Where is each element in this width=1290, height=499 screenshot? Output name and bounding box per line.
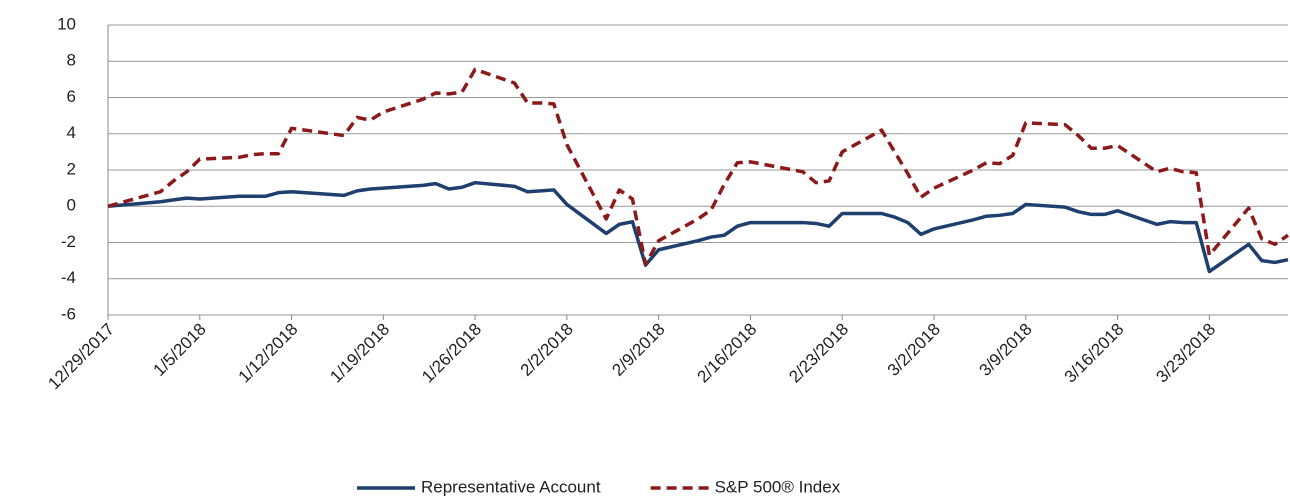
x-tick-label: 2/16/2018: [694, 320, 761, 387]
legend-label: Representative Account: [421, 477, 601, 496]
y-tick-label: 10: [57, 14, 76, 33]
x-tick-label: 12/29/2017: [44, 320, 118, 394]
y-tick-label: -2: [61, 232, 76, 251]
x-tick-label: 3/16/2018: [1061, 320, 1128, 387]
x-tick-label: 1/5/2018: [150, 320, 210, 380]
x-tick-label: 3/2/2018: [884, 320, 944, 380]
y-tick-label: 2: [67, 159, 76, 178]
series-line: [107, 180, 1289, 274]
legend-label: S&P 500® Index: [715, 477, 841, 496]
y-tick-label: -4: [61, 268, 76, 287]
x-tick-label: 2/23/2018: [785, 320, 852, 387]
x-tick-label: 1/12/2018: [235, 320, 302, 387]
legend: Representative Account S&P 500® Index: [357, 477, 841, 496]
x-tick-label: 3/23/2018: [1152, 320, 1219, 387]
x-tick-label: 1/19/2018: [326, 320, 393, 387]
y-tick-label: 6: [67, 87, 76, 106]
y-tick-label: 8: [67, 51, 76, 70]
y-tick-label: -6: [61, 304, 76, 323]
y-tick-label: 4: [67, 123, 76, 142]
x-tick-label: 1/26/2018: [418, 320, 485, 387]
series-line: [107, 67, 1289, 266]
y-tick-label: 0: [67, 196, 76, 215]
x-tick-label: 3/9/2018: [976, 320, 1036, 380]
x-tick-label: 2/2/2018: [517, 320, 577, 380]
x-tick-label: 2/9/2018: [608, 320, 668, 380]
